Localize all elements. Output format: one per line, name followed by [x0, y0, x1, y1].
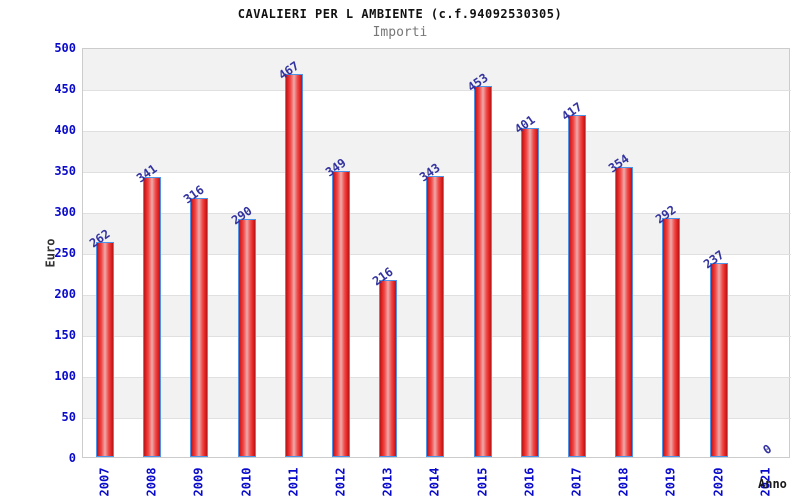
x-axis-label: 2008	[144, 467, 158, 497]
y-axis-tick: 50	[61, 410, 76, 424]
x-axis-label: 2012	[333, 467, 347, 497]
bar-value-label: 0	[760, 441, 774, 458]
y-axis-tick: 300	[54, 205, 76, 219]
x-axis-label: 2007	[97, 467, 111, 497]
bar	[615, 167, 633, 457]
bar	[521, 128, 539, 457]
x-axis-label: 2015	[475, 467, 489, 497]
bar	[426, 176, 444, 457]
x-axis-label: 2014	[427, 467, 441, 497]
gridline	[83, 131, 791, 132]
x-axis-label: 2016	[522, 467, 536, 497]
x-axis-label: 2017	[569, 467, 583, 497]
y-axis-tick: 200	[54, 287, 76, 301]
bar	[710, 263, 728, 457]
bar	[332, 171, 350, 457]
x-axis-label: 2018	[616, 467, 630, 497]
chart-subtitle: Importi	[372, 25, 428, 40]
x-axis-label: 2013	[380, 467, 394, 497]
gridline	[83, 90, 791, 91]
x-axis-label: 2009	[191, 467, 205, 497]
bar	[238, 219, 256, 457]
bar	[662, 218, 680, 457]
y-axis-tick: 100	[54, 369, 76, 383]
y-axis-tick: 500	[54, 41, 76, 55]
bar	[190, 198, 208, 457]
x-axis-label: 2020	[711, 467, 725, 497]
plot-area: 262 341 316 290 467 349 216 343 453 401 417 354 292 2…	[82, 48, 791, 458]
x-axis-label: 2010	[239, 467, 253, 497]
y-axis-tick: 350	[54, 164, 76, 178]
bar	[96, 242, 114, 457]
x-axis-title: Anno	[758, 477, 787, 491]
bar	[474, 86, 492, 457]
bar	[143, 177, 161, 457]
gridline	[83, 172, 791, 173]
y-axis-tick: 450	[54, 82, 76, 96]
bar	[568, 115, 586, 457]
y-axis-tick: 150	[54, 328, 76, 342]
bar	[285, 74, 303, 457]
y-axis-tick: 250	[54, 246, 76, 260]
y-axis-tick: 0	[68, 451, 76, 465]
chart-title: CAVALIERI PER L AMBIENTE (c.f.9409253030…	[237, 7, 563, 21]
x-axis-label: 2011	[286, 467, 300, 497]
x-axis-label: 2019	[663, 467, 677, 497]
y-axis-tick: 400	[54, 123, 76, 137]
bar	[379, 280, 397, 457]
